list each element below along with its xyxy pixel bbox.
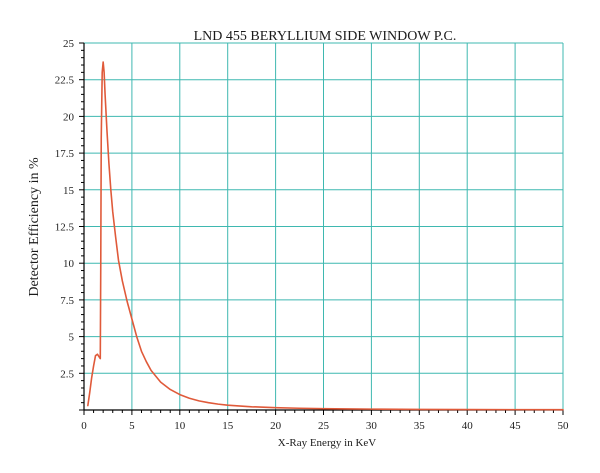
y-tick-label-5: 12.5 [55,222,75,234]
series-line-0 [87,61,564,411]
series-layer [87,61,564,411]
x-tick-label-5: 25 [318,420,330,432]
x-tick-label-0: 0 [81,420,87,432]
y-tick-label-10: 25 [63,38,75,50]
x-axis-label: X-Ray Energy in KeV [278,437,377,449]
x-tick-label-10: 50 [558,420,570,432]
x-tick-label-1: 5 [129,420,135,432]
y-axis-label: Detector Efficiency in % [27,157,42,297]
y-tick-label-2: 5 [69,332,75,344]
x-tick-label-9: 45 [510,420,522,432]
y-tick-labels: 2.5 5 7.5 10 12.5 15 17.5 20 22.5 25 [55,38,75,380]
y-tick-label-3: 7.5 [60,295,74,307]
x-tick-label-4: 20 [270,420,282,432]
y-tick-label-4: 10 [63,258,75,270]
grid [84,42,564,410]
x-tick-label-8: 40 [462,420,474,432]
y-tick-label-6: 15 [63,185,75,197]
axes [79,42,564,415]
x-tick-label-7: 35 [414,420,426,432]
x-tick-label-6: 30 [366,420,378,432]
x-tick-label-3: 15 [222,420,234,432]
y-tick-label-9: 22.5 [55,75,75,87]
x-tick-label-2: 10 [174,420,186,432]
chart-title: LND 455 BERYLLIUM SIDE WINDOW P.C. [194,29,457,44]
y-tick-label-1: 2.5 [60,368,74,380]
x-tick-labels: 0 5 10 15 20 25 30 35 40 45 50 [81,420,569,432]
y-tick-label-7: 17.5 [55,148,75,160]
y-tick-label-8: 20 [63,111,75,123]
